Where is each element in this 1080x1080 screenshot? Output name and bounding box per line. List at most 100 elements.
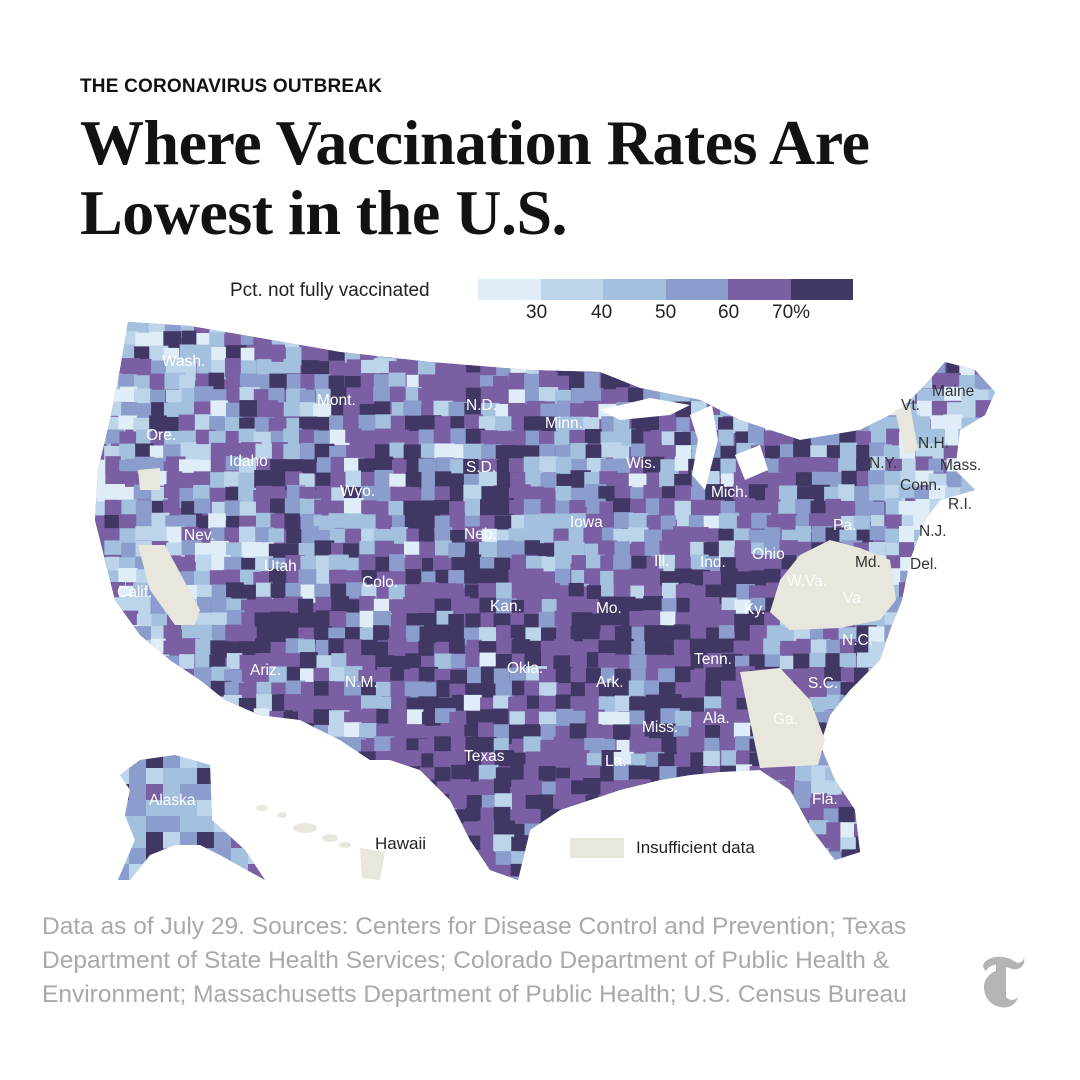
county-tile: [553, 736, 569, 751]
label-la: La.: [605, 753, 627, 770]
county-tile: [436, 863, 458, 880]
county-tile: [225, 723, 244, 742]
county-tile: [346, 445, 363, 460]
legend-tick-60: 60: [718, 302, 740, 323]
county-tile: [600, 781, 616, 797]
county-tile: [643, 484, 659, 500]
county-tile: [103, 725, 124, 741]
county-tile: [148, 711, 165, 731]
county-tile: [344, 877, 364, 880]
county-tile: [197, 800, 215, 817]
county-tile: [178, 414, 198, 432]
county-tile: [163, 755, 181, 769]
county-tile: [268, 779, 285, 794]
county-tile: [231, 864, 249, 880]
county-tile: [766, 834, 786, 851]
county-tile: [944, 820, 965, 837]
county-tile: [869, 680, 888, 700]
county-tile: [493, 485, 509, 500]
county-tile: [314, 695, 333, 713]
county-tile: [613, 498, 632, 513]
county-tile: [405, 569, 421, 585]
county-tile: [901, 767, 921, 788]
county-tile: [780, 375, 799, 391]
county-tile: [570, 322, 586, 338]
county-tile: [146, 864, 164, 880]
county-tile: [248, 768, 265, 785]
county-tile: [840, 822, 857, 841]
county-tile: [196, 344, 213, 362]
label-md: Md.: [855, 554, 881, 571]
county-tile: [901, 346, 922, 367]
legend-bin-4: [665, 279, 728, 300]
county-tile: [868, 470, 888, 488]
county-tile: [705, 556, 721, 572]
county-tile: [223, 767, 242, 786]
county-tile: [885, 836, 906, 857]
county-tile: [194, 414, 213, 432]
county-tile: [538, 878, 555, 880]
county-tile: [974, 526, 992, 547]
county-tile: [601, 322, 620, 336]
county-tile: [224, 500, 241, 518]
county-tile: [976, 599, 994, 616]
county-tile: [163, 331, 181, 350]
county-tile: [239, 737, 256, 756]
county-tile: [478, 322, 498, 331]
county-tile: [688, 864, 705, 880]
county-tile: [884, 374, 901, 389]
county-tile: [374, 444, 394, 461]
county-tile: [255, 638, 274, 653]
county-tile: [129, 768, 147, 785]
county-tile: [479, 779, 497, 800]
county-tile: [929, 667, 946, 687]
county-tile: [960, 568, 980, 584]
label-nj: N.J.: [919, 523, 947, 540]
county-tile: [945, 778, 967, 797]
county-tile: [871, 708, 891, 727]
county-tile: [195, 554, 215, 575]
county-tile: [478, 541, 499, 558]
county-tile: [119, 610, 139, 628]
county-tile: [238, 472, 258, 491]
county-tile: [403, 808, 421, 825]
county-tile: [148, 738, 165, 756]
county-tile: [764, 372, 784, 390]
county-tile: [95, 459, 106, 479]
county-tile: [764, 415, 785, 433]
county-tile: [795, 358, 817, 378]
county-tile: [225, 402, 244, 418]
county-tile: [883, 864, 899, 880]
county-tile: [405, 554, 426, 573]
county-tile: [510, 752, 526, 773]
county-tile: [180, 784, 198, 801]
county-tile: [990, 697, 995, 714]
county-tile: [103, 655, 123, 675]
county-tile: [824, 709, 842, 725]
county-tile: [915, 624, 934, 641]
county-tile: [733, 484, 751, 500]
county-tile: [644, 361, 661, 378]
county-tile: [181, 526, 200, 544]
county-tile: [614, 793, 635, 812]
county-tile: [358, 751, 376, 770]
county-tile: [661, 347, 679, 367]
county-tile: [631, 555, 651, 573]
label-nev: Nev.: [184, 527, 215, 544]
county-tile: [869, 484, 888, 501]
county-tile: [794, 456, 811, 476]
county-tile: [256, 823, 278, 843]
county-tile: [733, 388, 755, 405]
county-tile: [197, 880, 215, 897]
county-tile: [508, 372, 527, 388]
county-tile: [105, 456, 121, 473]
county-tile: [991, 514, 995, 530]
county-tile: [241, 725, 262, 742]
county-tile: [330, 456, 349, 475]
county-tile: [103, 837, 121, 853]
label-kan: Kan.: [490, 598, 522, 615]
label-ohio: Ohio: [752, 546, 785, 563]
county-tile: [129, 848, 147, 865]
county-tile: [928, 443, 948, 462]
county-tile: [688, 322, 706, 333]
